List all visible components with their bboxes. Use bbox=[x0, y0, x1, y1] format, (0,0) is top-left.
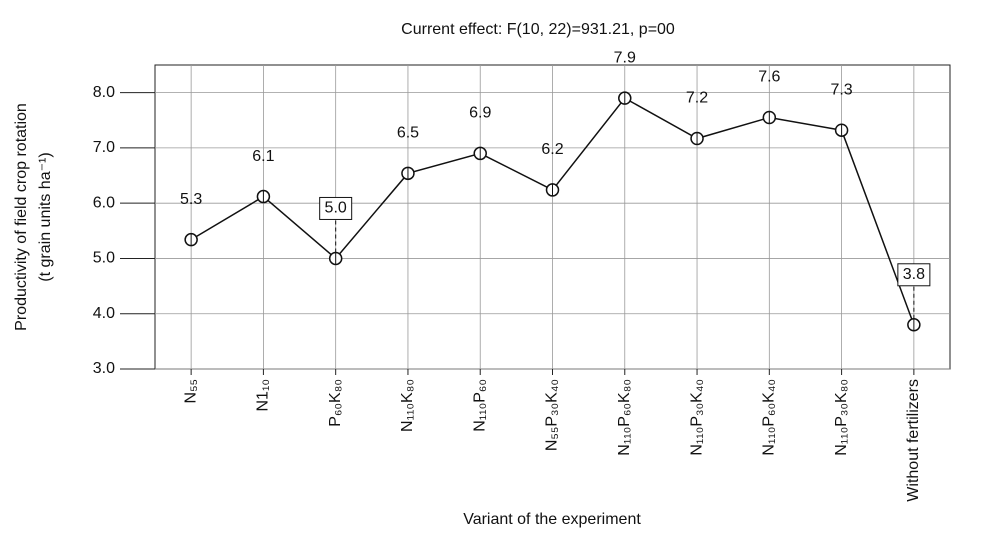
data-label: 6.1 bbox=[252, 148, 274, 165]
x-tick-label: N₁₁₀K₈₀ bbox=[399, 379, 416, 432]
data-label: 7.3 bbox=[830, 81, 852, 98]
x-tick-label: N₁₁₀P₆₀K₈₀ bbox=[616, 379, 633, 456]
y-tick-label: 4.0 bbox=[93, 305, 115, 322]
y-tick-label: 3.0 bbox=[93, 360, 115, 377]
data-label: 7.6 bbox=[758, 69, 780, 86]
x-axis-label: Variant of the experiment bbox=[463, 511, 641, 528]
label-box bbox=[319, 196, 353, 220]
y-tick-label: 8.0 bbox=[93, 84, 115, 101]
data-label: 5.0 bbox=[325, 200, 347, 217]
data-label: 7.9 bbox=[614, 49, 636, 66]
x-tick-label: N₁₁₀P₆₀ bbox=[471, 379, 488, 432]
x-tick-label: N₁₁₀P₆₀K₄₀ bbox=[761, 379, 778, 456]
data-label: 6.2 bbox=[541, 141, 563, 158]
x-tick-label: N₁₁₀P₃₀K₄₀ bbox=[688, 379, 705, 456]
y-axis-label: (t grain units ha⁻¹) bbox=[37, 152, 54, 281]
x-tick-label: N₁₁₀P₃₀K₈₀ bbox=[833, 379, 850, 456]
label-box bbox=[897, 263, 931, 287]
data-label: 6.5 bbox=[397, 125, 419, 142]
x-tick-label: N₅₅ bbox=[182, 379, 199, 403]
data-label: 7.2 bbox=[686, 90, 708, 107]
x-tick-label: N1₁₀ bbox=[255, 379, 272, 412]
y-tick-label: 6.0 bbox=[93, 194, 115, 211]
y-axis-label: Productivity of field crop rotation bbox=[13, 103, 30, 331]
y-tick-label: 7.0 bbox=[93, 139, 115, 156]
data-label: 3.8 bbox=[903, 266, 925, 283]
data-label: 5.3 bbox=[180, 191, 202, 208]
chart-title: Current effect: F(10, 22)=931.21, p=00 bbox=[401, 21, 675, 38]
y-tick-label: 5.0 bbox=[93, 250, 115, 267]
data-label: 6.9 bbox=[469, 105, 491, 122]
x-tick-label: Without fertilizers bbox=[905, 379, 922, 502]
x-tick-label: N₅₅P₃₀K₄₀ bbox=[544, 379, 561, 451]
x-tick-label: P₆₀K₈₀ bbox=[327, 379, 344, 427]
